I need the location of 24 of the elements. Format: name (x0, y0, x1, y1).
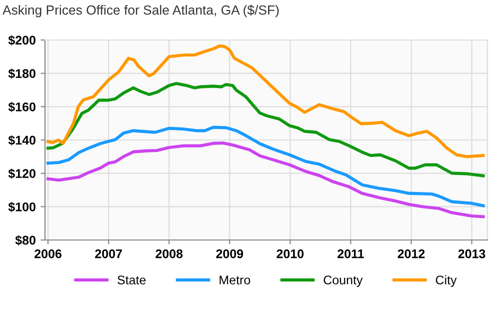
x-tick-label: 2009 (216, 249, 244, 258)
line-series (46, 141, 485, 218)
x-tick-label: 2007 (95, 249, 122, 258)
y-tick-label: $160 (8, 102, 36, 112)
legend-label: State (118, 276, 146, 284)
legend-label: City (436, 275, 457, 287)
x-tick-label: 2011 (338, 249, 364, 258)
x-tick-label: 2012 (398, 249, 425, 258)
legend-label: Metro (220, 276, 250, 284)
y-tick-label: $140 (8, 135, 36, 146)
y-tick-label: $80 (15, 235, 36, 246)
y-tick-label: $120 (8, 168, 36, 179)
y-tick-label: $180 (8, 68, 36, 79)
x-tick-label: 2006 (34, 249, 62, 258)
y-tick-label: $100 (8, 202, 36, 212)
x-tick-label: 2008 (156, 249, 183, 258)
y-tick-label: $200 (8, 35, 36, 46)
chart-title: Asking Prices Office for Sale Atlanta, GA ($/SF) (2, 4, 279, 18)
x-tick-label: 2013 (458, 249, 486, 258)
legend-label: County (324, 276, 363, 287)
line-series (46, 44, 485, 158)
line-series (46, 82, 485, 178)
x-tick-label: 2010 (276, 249, 304, 258)
line-series (46, 126, 485, 208)
